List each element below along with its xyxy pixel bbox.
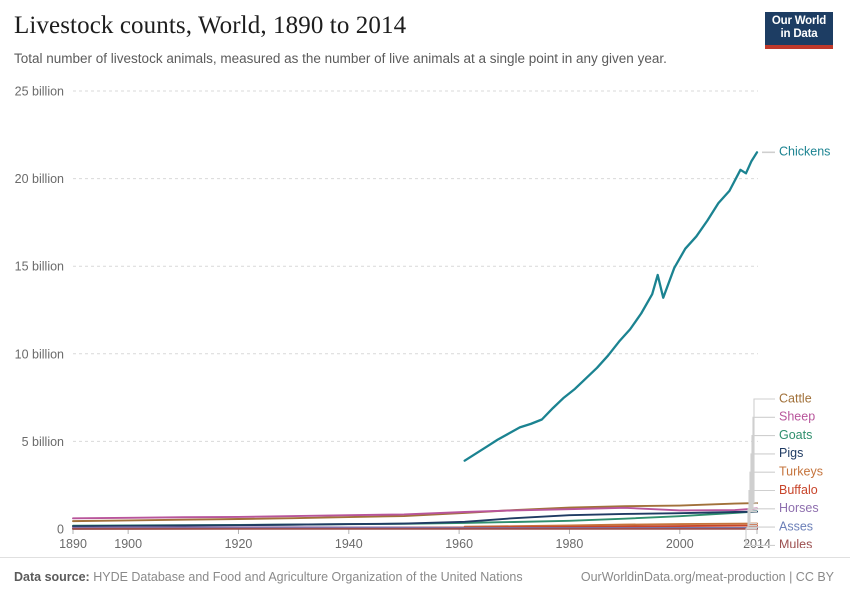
legend-connector-turkeys: [749, 471, 775, 525]
legend-label-sheep[interactable]: Sheep: [779, 410, 815, 424]
our-world-in-data-logo[interactable]: Our World in Data: [765, 12, 833, 49]
x-tick-label: 2000: [666, 537, 694, 548]
legend-label-cattle[interactable]: Cattle: [779, 391, 812, 405]
legend-label-horses[interactable]: Horses: [779, 501, 819, 515]
chart-footer: Data source: HYDE Database and Food and …: [0, 557, 850, 600]
y-tick-label: 20 billion: [15, 172, 64, 186]
chart-plot-area[interactable]: 0 5 billion 10 billion 15 billion 20 billion…: [0, 78, 850, 549]
legend-connector-mules: [745, 528, 775, 546]
line-chart-svg[interactable]: 0 5 billion 10 billion 15 billion 20 billion…: [0, 78, 850, 549]
x-tick-label: 1960: [445, 537, 473, 548]
legend-connector-pigs: [750, 453, 775, 513]
x-tick-label: 1890: [59, 537, 87, 548]
x-tick-label: 1980: [556, 537, 584, 548]
page-title: Livestock counts, World, 1890 to 2014: [14, 12, 407, 39]
legend-label-asses[interactable]: Asses: [779, 519, 813, 533]
gridlines: [73, 90, 758, 442]
data-source-label: Data source:: [14, 570, 90, 584]
chart-header: Livestock counts, World, 1890 to 2014 To…: [0, 0, 850, 78]
series-line-chickens[interactable]: [463, 151, 759, 462]
legend-connector-buffalo: [748, 489, 775, 527]
x-axis: 1890 1900 1920 1940 1960 1980 2000 2014: [59, 528, 771, 548]
legend-label-buffalo[interactable]: Buffalo: [779, 483, 818, 497]
data-source-text: Data source: HYDE Database and Food and …: [14, 570, 523, 584]
legend-label-mules[interactable]: Mules: [779, 538, 812, 548]
y-tick-label: 5 billion: [22, 435, 64, 449]
data-series[interactable]: [72, 151, 759, 530]
legend-connector-goats: [751, 435, 775, 513]
series-line-sheep[interactable]: [72, 506, 758, 520]
legend-label-pigs[interactable]: Pigs: [779, 446, 803, 460]
series-line-turkeys[interactable]: [463, 522, 758, 528]
footer-link[interactable]: OurWorldinData.org/meat-production | CC …: [580, 570, 834, 584]
y-tick-label: 10 billion: [15, 347, 64, 361]
logo-line-2: in Data: [780, 28, 818, 40]
data-source-value: HYDE Database and Food and Agriculture O…: [89, 570, 523, 584]
series-line-cattle[interactable]: [72, 502, 758, 523]
legend-label-goats[interactable]: Goats: [779, 428, 812, 442]
chart-legend[interactable]: Chickens Cattle Sheep Goats Pigs Turkeys Buffa…: [745, 145, 830, 548]
y-tick-label: 15 billion: [15, 260, 64, 274]
legend-connector-cattle: [753, 398, 775, 504]
logo-line-1: Our World: [771, 15, 827, 27]
legend-connector-asses: [746, 526, 775, 529]
x-tick-label: 1940: [335, 537, 363, 548]
x-tick-label: 1900: [114, 537, 142, 548]
x-tick-label: 1920: [225, 537, 253, 548]
x-tick-label: 2014: [743, 537, 771, 548]
y-axis-tick-labels: 0 5 billion 10 billion 15 billion 20 billion…: [15, 85, 64, 537]
series-line-pigs[interactable]: [72, 510, 758, 528]
legend-label-turkeys[interactable]: Turkeys: [779, 464, 823, 478]
legend-connector-sheep: [752, 416, 775, 510]
y-tick-label: 0: [57, 523, 64, 537]
chart-subtitle: Total number of livestock animals, measu…: [14, 51, 667, 66]
y-tick-label: 25 billion: [15, 85, 64, 99]
legend-label-chickens[interactable]: Chickens: [779, 145, 830, 159]
